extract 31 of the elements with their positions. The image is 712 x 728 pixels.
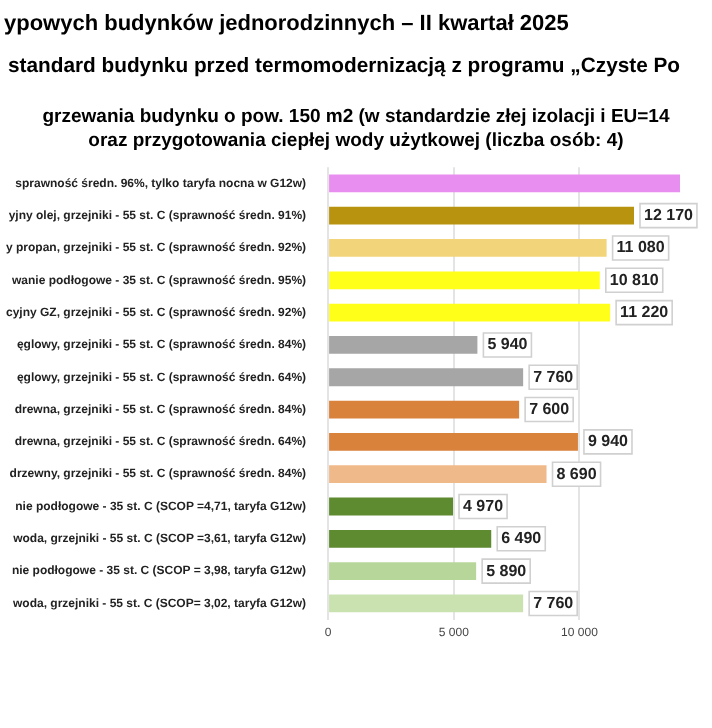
bar <box>329 594 524 613</box>
data-label: 7 760 <box>533 593 575 612</box>
data-label: 12 170 <box>644 206 695 225</box>
data-label: 6 490 <box>501 529 543 548</box>
data-label: 9 940 <box>587 432 630 451</box>
data-label: 7 600 <box>529 399 571 418</box>
bar <box>329 432 578 451</box>
bar <box>329 368 524 387</box>
bar <box>329 465 547 484</box>
data-label: 11 220 <box>620 303 670 322</box>
bar <box>329 206 634 225</box>
text: grzewania budynku o pow. 150 m2 (w standardzie złej izolacji i EU=14 <box>40 106 672 130</box>
data-label: 8 690 <box>556 464 598 483</box>
data-label: 5 940 <box>487 335 529 354</box>
chart-subtitle: standard budynku przed termomodernizacją z programu „Czyste Po <box>6 54 683 78</box>
bar <box>329 271 600 290</box>
data-label: 4 970 <box>463 496 505 515</box>
bar <box>329 497 454 516</box>
text: oraz przygotowania ciepłej wody użytkowej (liczba osób: 4) <box>86 130 626 154</box>
chart-title: ypowych budynków jednorodzinnych – II kwartał 2025 <box>2 10 571 36</box>
bar <box>329 400 520 419</box>
bar <box>329 239 607 257</box>
data-label: 5 890 <box>486 561 528 580</box>
data-label: 10 810 <box>609 270 660 289</box>
data-label: 7 760 <box>533 367 575 386</box>
data-label: 11 080 <box>616 238 666 257</box>
bar <box>329 529 492 548</box>
bar <box>329 303 611 322</box>
bar <box>329 562 477 581</box>
bar <box>329 174 680 193</box>
bar <box>329 336 478 354</box>
